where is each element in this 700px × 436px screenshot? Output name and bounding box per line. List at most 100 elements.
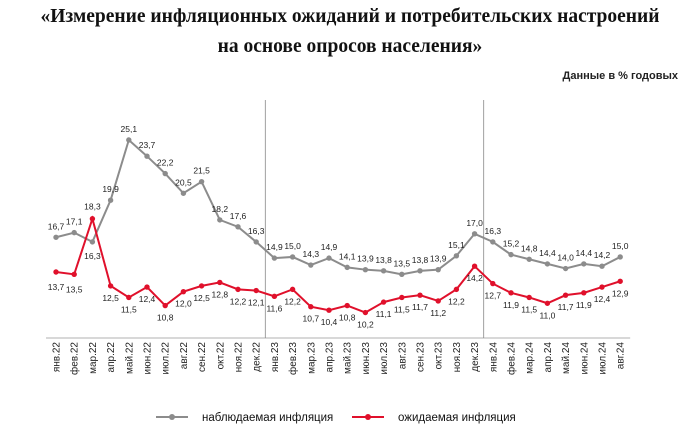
series-1-point xyxy=(289,254,296,260)
data-label: 16,3 xyxy=(84,251,101,261)
legend-marker-2 xyxy=(365,414,371,420)
x-tick-label: июл.24 xyxy=(598,342,609,375)
x-tick-label: апр.23 xyxy=(325,342,336,373)
data-label: 16,3 xyxy=(485,226,502,236)
series-1-point xyxy=(53,234,59,240)
data-label: 14,0 xyxy=(557,253,574,263)
data-label: 11,9 xyxy=(576,300,592,310)
x-tick-label: окт.22 xyxy=(215,342,226,370)
data-label: 14,1 xyxy=(339,251,356,261)
x-tick-label: июн.23 xyxy=(361,342,372,375)
series-2-point xyxy=(180,288,187,295)
series-1-point xyxy=(471,231,478,237)
x-tick-label: сен.23 xyxy=(416,342,427,372)
data-label: 20,5 xyxy=(175,177,192,187)
series-1-point xyxy=(144,153,150,159)
series-2-point xyxy=(217,279,223,286)
series-1-point xyxy=(453,253,460,259)
data-label: 13,9 xyxy=(357,254,374,264)
x-tick-label: дек.23 xyxy=(470,342,481,372)
data-label: 11,7 xyxy=(412,302,428,312)
data-label: 12,5 xyxy=(102,293,119,303)
x-tick-label: мар.24 xyxy=(525,342,536,374)
data-label: 19,9 xyxy=(102,184,119,194)
series-1-point xyxy=(344,264,350,271)
data-label: 15,0 xyxy=(284,241,301,251)
data-label: 10,2 xyxy=(357,320,374,330)
x-tick-label: авг.22 xyxy=(179,342,190,370)
series-2-point xyxy=(89,216,96,222)
series-2-point xyxy=(71,271,77,278)
x-tick-label: янв.23 xyxy=(270,342,281,373)
data-label: 13,9 xyxy=(430,254,447,264)
x-tick-label: июн.24 xyxy=(579,342,590,375)
data-label: 13,5 xyxy=(66,284,83,294)
x-tick-label: авг.23 xyxy=(397,342,408,370)
x-tick-label: ноя.23 xyxy=(452,342,463,373)
series-2-point xyxy=(544,300,551,306)
x-tick-label: мар.22 xyxy=(88,342,99,374)
series-2-point xyxy=(399,294,405,301)
data-label: 12,8 xyxy=(212,289,229,299)
data-label: 12,2 xyxy=(230,296,247,306)
data-label: 12,2 xyxy=(284,296,301,306)
series-1-point xyxy=(617,254,623,260)
series-1-point xyxy=(417,268,423,274)
units-label: Данные в % годовых xyxy=(562,70,678,82)
series-line-2 xyxy=(55,215,621,314)
data-label: 13,7 xyxy=(48,282,65,292)
x-tick-label: май.22 xyxy=(124,342,135,374)
legend-label-1: наблюдаемая инфляция xyxy=(202,412,333,424)
series-1-point xyxy=(308,262,314,268)
data-label: 17,6 xyxy=(230,211,247,221)
data-label: 15,2 xyxy=(503,239,520,249)
series-2-point xyxy=(253,287,259,294)
series-2-point xyxy=(107,283,114,289)
x-tick-label: июл.23 xyxy=(379,342,390,375)
data-label: 14,8 xyxy=(521,243,538,253)
series-2-point xyxy=(344,302,350,309)
legend-label-2: ожидаемая инфляция xyxy=(398,412,516,424)
series-2-point xyxy=(562,292,569,298)
data-label: 12,7 xyxy=(485,291,502,301)
series-1-point xyxy=(71,229,77,236)
series-1-point xyxy=(380,268,387,274)
series-2-point xyxy=(526,294,532,301)
series-2-point xyxy=(417,292,423,298)
data-label: 11,7 xyxy=(558,302,574,312)
data-label: 10,8 xyxy=(157,313,174,323)
series-1-point xyxy=(89,239,96,245)
series-1-point xyxy=(253,239,259,245)
series-1-point xyxy=(180,190,187,196)
series-1-point xyxy=(508,251,514,258)
x-tick-label: май.23 xyxy=(343,342,354,374)
data-label: 11,2 xyxy=(430,308,446,318)
chart-title: «Измерение инфляционных ожиданий и потре… xyxy=(0,2,700,62)
series-1-point xyxy=(217,217,223,223)
legend-marker-1 xyxy=(169,414,175,420)
chart-title-line2: на основе опросов населения» xyxy=(217,36,483,57)
data-label: 12,2 xyxy=(448,296,465,306)
series-2-point xyxy=(617,278,623,284)
series-2-point xyxy=(435,298,441,304)
series-2-point xyxy=(126,294,132,301)
series-2-point xyxy=(508,290,514,296)
series-1-point xyxy=(526,256,532,262)
data-label: 15,0 xyxy=(612,241,629,251)
data-label: 11,5 xyxy=(394,304,410,314)
series-2-point xyxy=(198,283,205,289)
series-1-point xyxy=(599,263,605,269)
series-2-point xyxy=(289,286,296,293)
data-label: 11,5 xyxy=(521,304,537,314)
data-label: 11,9 xyxy=(503,300,519,310)
data-label: 21,5 xyxy=(193,166,210,176)
x-tick-label: апр.24 xyxy=(543,342,554,373)
series-2-point xyxy=(162,302,168,309)
x-tick-label: фев.24 xyxy=(506,342,518,375)
series-1-point xyxy=(126,137,132,143)
x-tick-label: июн.22 xyxy=(143,342,154,375)
data-label: 12,9 xyxy=(612,288,629,298)
x-tick-label: ноя.22 xyxy=(234,342,245,373)
series-1-point xyxy=(271,255,278,261)
